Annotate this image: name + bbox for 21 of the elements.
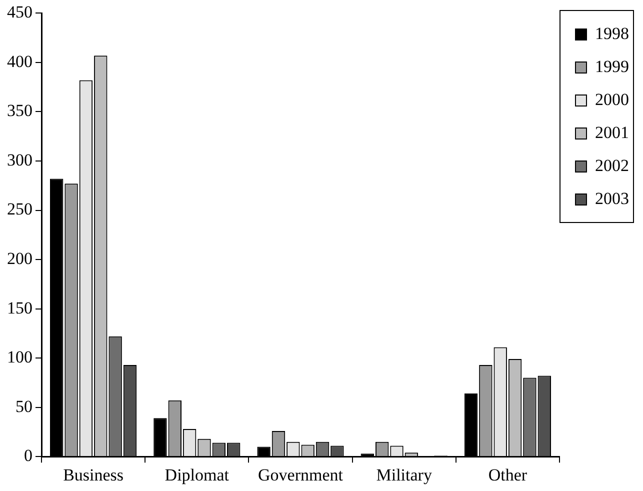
legend-label: 2000 <box>595 90 629 109</box>
legend-label: 2001 <box>595 122 629 142</box>
x-tick-label: Government <box>258 465 344 484</box>
x-tick-label: Business <box>63 465 124 484</box>
y-tick-label: 100 <box>7 348 32 367</box>
y-tick-label: 350 <box>7 101 32 120</box>
x-tick-label: Other <box>488 465 528 484</box>
legend-label: 1999 <box>595 56 629 76</box>
legend-label: 2002 <box>595 156 629 175</box>
y-tick-label: 200 <box>7 249 32 268</box>
y-tick-label: 250 <box>7 200 32 219</box>
x-tick-label: Diplomat <box>164 465 230 484</box>
y-tick-label: 150 <box>7 298 32 318</box>
y-tick-label: 50 <box>16 396 32 416</box>
y-tick-label: 0 <box>24 446 32 466</box>
y-tick-label: 300 <box>7 150 32 170</box>
y-tick-label: 450 <box>7 2 32 22</box>
x-tick-label: Military <box>376 465 432 484</box>
legend-label: 2003 <box>595 188 629 208</box>
legend-label: 1998 <box>595 24 629 43</box>
y-tick-label: 400 <box>7 52 32 71</box>
